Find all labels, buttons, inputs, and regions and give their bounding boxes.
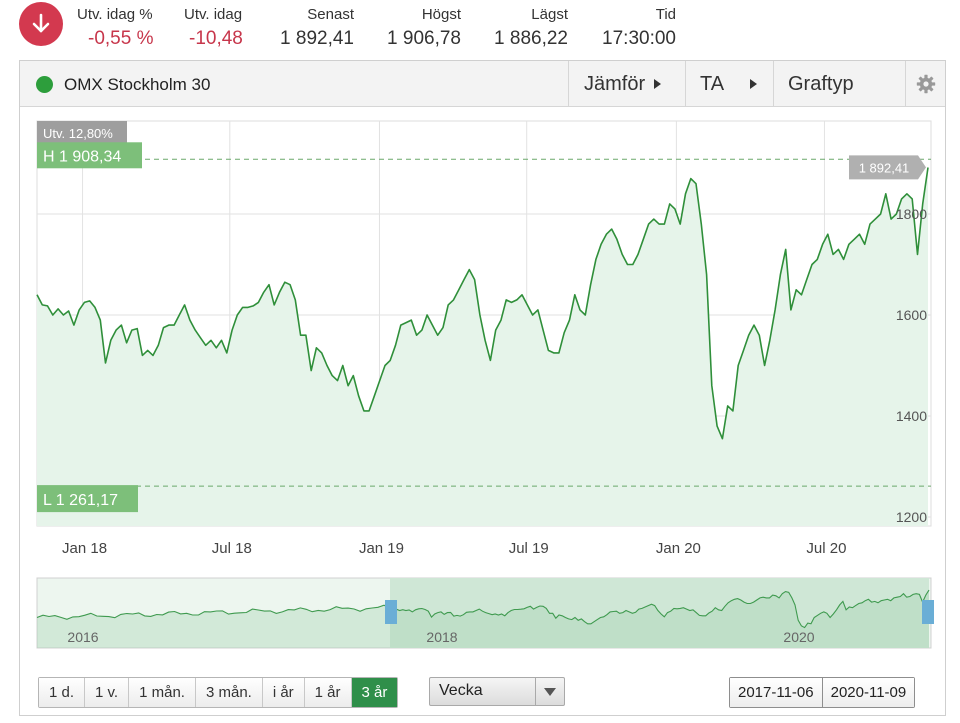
x-tick-label: Jul 19: [509, 540, 549, 557]
stat-time: Tid 17:30:00: [590, 6, 676, 50]
stat-high: Högst 1 906,78: [370, 6, 461, 50]
stat-label: Tid: [655, 6, 676, 23]
date-from-field[interactable]: 2017-11-06: [730, 678, 822, 707]
stat-value: 17:30:00: [602, 28, 676, 49]
stat-value: -0,55 %: [88, 28, 154, 49]
series-line: [36, 167, 929, 440]
select-arrow: [535, 678, 564, 705]
stat-value: 1 906,78: [387, 28, 461, 49]
stat-last: Senast 1 892,41: [262, 6, 354, 50]
interval-value: Vecka: [439, 682, 483, 699]
arrow-down-icon: [32, 13, 50, 33]
x-tick-label: Jan 19: [359, 540, 404, 557]
caret-right-icon: [750, 79, 758, 89]
period-button[interactable]: 3 år: [351, 678, 398, 707]
last-price-badge: [849, 155, 926, 180]
live-indicator: [36, 76, 53, 93]
stat-change-pct: Utv. idag % -0,55 %: [77, 6, 153, 50]
ta-button[interactable]: TA: [685, 61, 773, 107]
navigator-label: 2020: [783, 629, 814, 645]
date-range: 2017-11-06 2020-11-09: [729, 677, 916, 708]
caret-right-icon: [654, 79, 662, 89]
period-button[interactable]: 1 v.: [85, 678, 130, 707]
chart-titlebar: OMX Stockholm 30 Jämför TA Graftyp: [20, 61, 945, 107]
period-button[interactable]: 1 d.: [39, 678, 86, 707]
navigator-label: 2016: [67, 629, 98, 645]
high-badge-label: H 1 908,34: [43, 148, 121, 165]
chevron-down-icon: [544, 687, 556, 696]
change-badge-label: Utv. 12,80%: [43, 126, 113, 141]
stat-label: Utv. idag: [184, 6, 243, 23]
navigator-handle-right[interactable]: [922, 600, 934, 624]
period-button[interactable]: i år: [262, 678, 305, 707]
x-tick-label: Jul 20: [806, 540, 846, 557]
stat-label: Lägst: [531, 6, 568, 23]
period-button[interactable]: 1 mån.: [129, 678, 196, 707]
date-to-field[interactable]: 2020-11-09: [821, 678, 915, 707]
x-tick-label: Jan 18: [62, 540, 107, 557]
navigator-line: [36, 589, 930, 629]
stat-value: 1 886,22: [494, 28, 568, 49]
gear-icon: [916, 74, 935, 94]
stat-low: Lägst 1 886,22: [478, 6, 568, 50]
navigator-area: [37, 590, 929, 648]
stat-value: 1 892,41: [280, 28, 354, 49]
last-price-label: 1 892,41: [859, 160, 910, 175]
period-button[interactable]: 1 år: [304, 678, 352, 707]
x-tick-label: Jul 18: [212, 540, 252, 557]
settings-button[interactable]: [905, 61, 945, 107]
low-badge-label: L 1 261,17: [43, 492, 118, 509]
trend-down-badge: [19, 2, 63, 46]
stat-change: Utv. idag -10,48: [184, 6, 243, 50]
compare-label: Jämför: [584, 72, 646, 95]
x-tick-label: Jan 20: [656, 540, 701, 557]
y-tick-label: 1400: [896, 408, 927, 424]
high-badge: [37, 142, 142, 169]
navigator-handle-left[interactable]: [385, 600, 397, 624]
navigator-label: 2018: [426, 629, 457, 645]
change-badge: [37, 121, 127, 145]
chart-type-label: Graftyp: [788, 72, 854, 95]
chart-type-button[interactable]: Graftyp: [773, 61, 905, 107]
ta-label: TA: [700, 72, 725, 95]
interval-select[interactable]: Vecka: [429, 677, 565, 706]
instrument-name: OMX Stockholm 30: [64, 75, 211, 94]
stat-label: Högst: [421, 6, 461, 23]
stat-value: -10,48: [189, 28, 243, 49]
stat-label: Utv. idag %: [77, 6, 153, 23]
y-tick-label: 1200: [896, 509, 927, 525]
period-button[interactable]: 3 mån.: [195, 678, 263, 707]
period-selector: 1 d. 1 v. 1 mån. 3 mån. i år 1 år 3 år: [38, 677, 399, 708]
compare-button[interactable]: Jämför: [568, 61, 685, 107]
series-area: [37, 167, 928, 526]
low-badge: [37, 485, 138, 513]
y-tick-label: 1800: [896, 206, 927, 222]
y-tick-label: 1600: [896, 307, 927, 323]
stat-label: Senast: [307, 6, 354, 23]
